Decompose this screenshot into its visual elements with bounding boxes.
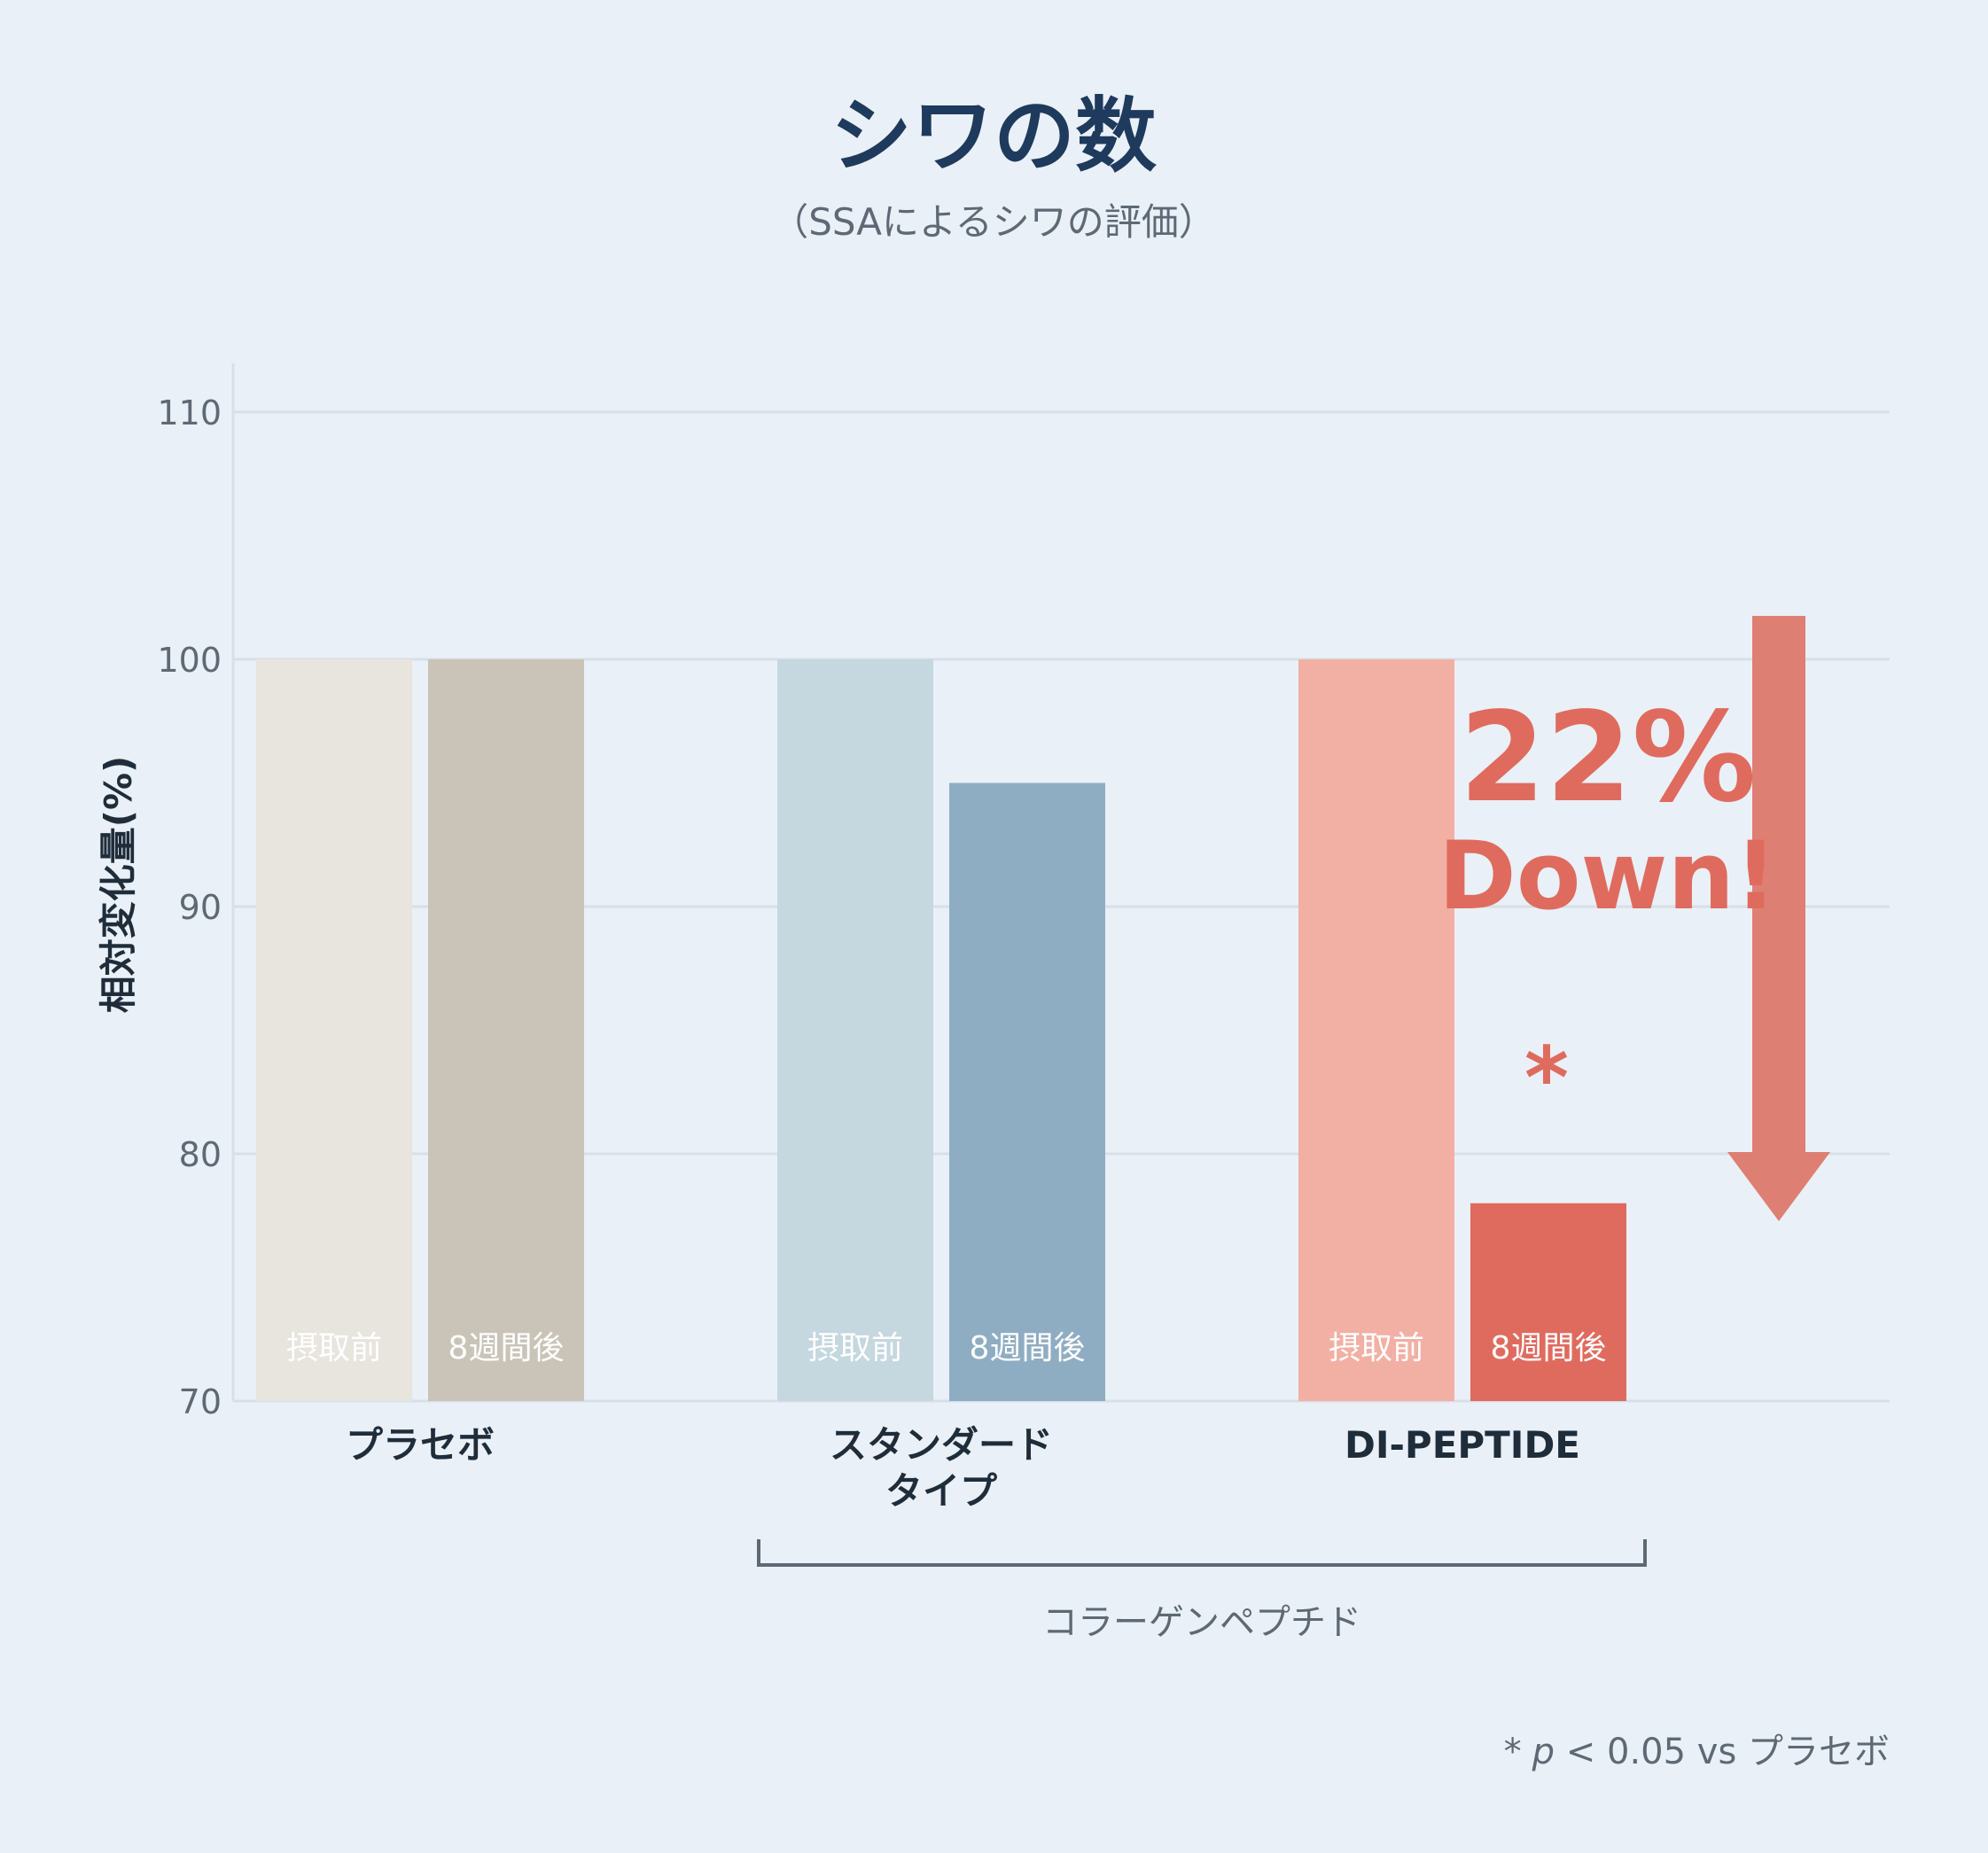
group-label: スタンダード	[830, 1423, 1053, 1467]
bar	[777, 659, 933, 1401]
chart-title: シワの数	[830, 89, 1157, 183]
bar	[1298, 659, 1454, 1401]
bar	[949, 782, 1105, 1401]
bar-label: 摂取前	[807, 1330, 903, 1366]
bar-label: 摂取前	[1329, 1330, 1424, 1366]
footnote-rest: < 0.05 vs プラセボ	[1555, 1732, 1890, 1772]
bar	[428, 659, 584, 1401]
bar-label: 8週間後	[448, 1330, 565, 1366]
y-tick-label: 90	[179, 888, 222, 927]
group-label: DI-PEPTIDE	[1345, 1423, 1580, 1467]
down-arrow-icon	[1727, 616, 1830, 1221]
bar-label: 8週間後	[970, 1330, 1086, 1366]
y-tick-label: 70	[179, 1382, 222, 1421]
group-label: タイプ	[885, 1469, 997, 1513]
bracket-label: コラーゲンペプチド	[1042, 1602, 1361, 1643]
group-label: プラセボ	[346, 1423, 495, 1467]
y-axis-label: 相対変化量(%)	[97, 756, 140, 1013]
y-tick-label: 100	[157, 641, 222, 680]
significance-mark: *	[1524, 1029, 1569, 1128]
y-tick-label: 80	[179, 1135, 222, 1174]
bars	[256, 659, 1626, 1401]
reduction-percent: 22%	[1459, 686, 1756, 830]
bar	[1470, 1203, 1626, 1401]
collagen-bracket	[757, 1539, 1647, 1567]
bar-label: 8週間後	[1491, 1330, 1607, 1366]
bar	[256, 659, 412, 1401]
y-tick-label: 110	[157, 393, 222, 432]
reduction-text: Down!	[1438, 821, 1778, 930]
footnote-p: p	[1532, 1732, 1555, 1772]
chart-subtitle: （SSAによるシワの評価）	[771, 200, 1216, 244]
footnote-star: *	[1504, 1732, 1522, 1772]
bar-label: 摂取前	[286, 1330, 382, 1366]
footnote: * p < 0.05 vs プラセボ	[1504, 1732, 1890, 1772]
